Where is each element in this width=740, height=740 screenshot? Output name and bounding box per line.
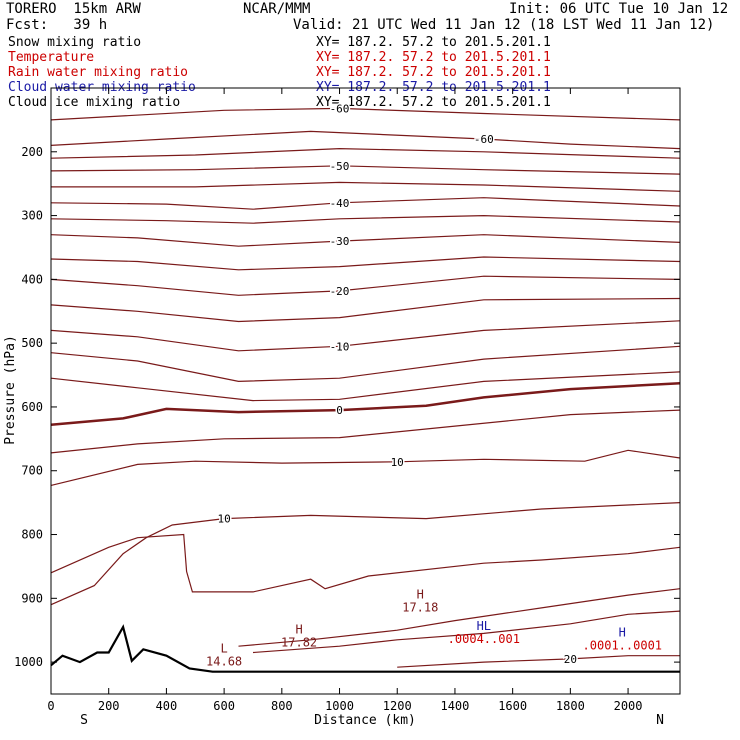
legend-rain: Rain water mixing ratio: [8, 65, 189, 80]
temperature-contour-18: [50, 533, 681, 593]
y-axis-label: Pressure (hPa): [3, 335, 18, 445]
contour-label-14: 0: [336, 404, 343, 417]
x-tick-label-7: 1400: [440, 699, 469, 713]
temperature-contour-9: [50, 275, 681, 296]
terrain: [50, 624, 680, 673]
x-tick-label-8: 1600: [498, 699, 527, 713]
x-right-end-label: N: [656, 713, 664, 728]
temperature-contour-17: [50, 502, 681, 606]
x-tick-label-0: 0: [47, 699, 54, 713]
y-tick-label-3: 500: [21, 336, 43, 350]
x-tick-label-9: 1800: [556, 699, 585, 713]
x-tick-label-5: 1000: [325, 699, 354, 713]
contour-label-3: -50: [330, 160, 350, 173]
x-tick-label-3: 600: [213, 699, 235, 713]
temperature-contour-6: [50, 214, 681, 224]
extremum-value-0: 17.82: [281, 635, 317, 649]
valid-time: Valid: 21 UTC Wed 11 Jan 12 (18 LST Wed …: [293, 17, 715, 33]
temperature-contour-13: [50, 371, 681, 402]
temperature-contours: -60 -60 -50 -40 -30 -20 -10 0 10 10 20: [50, 101, 681, 668]
extremum-type-3: HL: [477, 619, 491, 633]
extremum-type-4: H: [619, 626, 626, 640]
contour-label-7: -30: [330, 235, 350, 248]
legend-cloudice-xy: XY= 187.2. 57.2 to 201.5.201.1: [316, 95, 551, 110]
extremum-value-4: .0001..0001: [583, 639, 662, 653]
extremum-type-2: L: [220, 642, 227, 656]
y-tick-label-0: 200: [21, 145, 43, 159]
x-left-end-label: S: [80, 713, 88, 728]
extremum-value-1: 17.18: [402, 600, 438, 614]
contour-label-16: 10: [391, 456, 404, 469]
temperature-contour-20: [252, 610, 681, 654]
legend-rain-xy: XY= 187.2. 57.2 to 201.5.201.1: [316, 65, 551, 80]
temperature-contour-21: [397, 655, 680, 668]
temperature-contour-3: [50, 165, 681, 175]
temperature-contour-1: [50, 107, 681, 121]
y-tick-label-6: 800: [21, 528, 43, 542]
terrain-line: [50, 624, 680, 673]
x-tick-label-2: 400: [156, 699, 178, 713]
contour-label-0: -60: [474, 133, 494, 146]
x-tick-label-6: 1200: [383, 699, 412, 713]
temperature-contour-2: [50, 147, 681, 159]
contour-label-5: -40: [330, 197, 350, 210]
y-tick-label-5: 700: [21, 464, 43, 478]
y-tick-label-8: 1000: [14, 655, 43, 669]
temperature-contour-4: [51, 181, 681, 192]
legend-temperature-xy: XY= 187.2. 57.2 to 201.5.201.1: [316, 50, 551, 65]
y-tick-label-2: 400: [21, 272, 43, 286]
temperature-contour-5: [50, 197, 681, 210]
temperature-contour-19: [238, 588, 681, 647]
legend-snow: Snow mixing ratio: [8, 35, 142, 50]
contour-label-11: -10: [330, 340, 350, 353]
temperature-contour-10: [50, 297, 681, 323]
init-time: Init: 06 UTC Tue 10 Jan 12: [509, 1, 729, 17]
plot-frame: [50, 87, 681, 695]
contour-label-21: 20: [564, 653, 577, 666]
extremum-type-0: H: [295, 622, 302, 636]
temperature-contour-15: [50, 409, 681, 454]
y-tick-label-7: 900: [21, 591, 43, 605]
x-axis-label: Distance (km): [314, 713, 416, 728]
contour-label-17: 10: [217, 513, 230, 526]
temperature-contour-16: [50, 449, 681, 486]
x-tick-label-10: 2000: [614, 699, 643, 713]
extremum-value-2: 14.68: [206, 655, 242, 669]
temperature-contour-0: [50, 130, 681, 150]
temperature-contour-11: [50, 320, 681, 352]
temperature-contour-14: [50, 382, 681, 427]
temperature-contour-8: [50, 256, 681, 271]
legend-snow-xy: XY= 187.2. 57.2 to 201.5.201.1: [316, 35, 551, 50]
forecast-hour: Fcst: 39 h: [6, 17, 108, 33]
x-tick-label-4: 800: [271, 699, 293, 713]
temperature-contour-12: [50, 345, 681, 383]
y-tick-label-4: 600: [21, 400, 43, 414]
contour-label-9: -20: [330, 285, 350, 298]
legend-cloudice: Cloud ice mixing ratio: [8, 95, 181, 110]
temperature-contour-7: [50, 234, 681, 247]
extremum-value-3: .0004..001: [448, 632, 520, 646]
legend-temperature: Temperature: [8, 50, 95, 65]
center-title: NCAR/MMM: [243, 1, 311, 17]
x-tick-label-1: 200: [98, 699, 120, 713]
y-tick-label-1: 300: [21, 209, 43, 223]
contour-label-1: -60: [330, 102, 350, 115]
extremum-type-1: H: [417, 587, 424, 601]
model-title: TORERO 15km ARW: [6, 1, 141, 17]
x-axis: 0 200 400 600 800 1000 1200 1400 1600 1800 2000: [47, 88, 643, 713]
